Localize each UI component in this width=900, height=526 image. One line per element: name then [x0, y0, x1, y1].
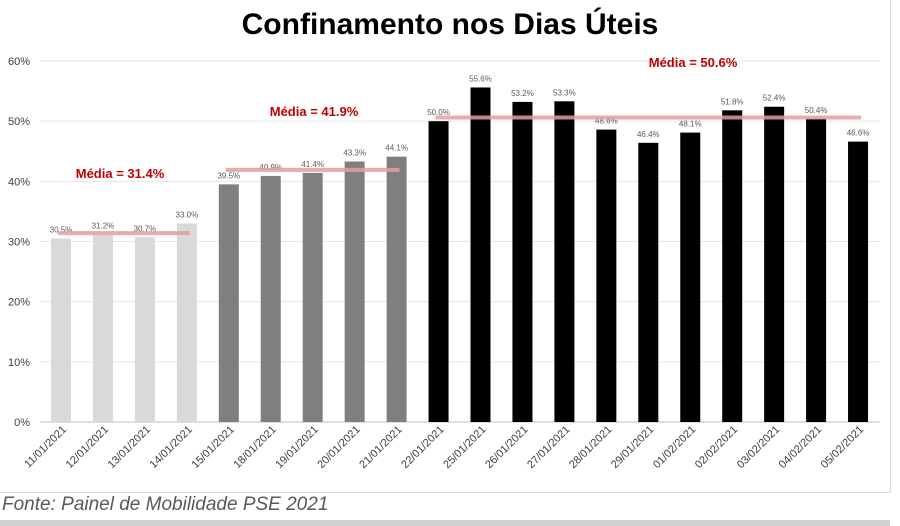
- data-label: 44.1%: [385, 144, 408, 153]
- y-tick-label: 10%: [8, 357, 30, 369]
- data-label: 48.6%: [595, 117, 618, 126]
- y-tick-label: 40%: [8, 176, 30, 188]
- chart-frame: [0, 0, 891, 493]
- bar: [302, 172, 323, 422]
- data-label: 55.6%: [469, 74, 492, 83]
- mean-label: Média = 31.4%: [76, 166, 165, 181]
- x-tick-label: 19/01/2021: [273, 424, 320, 471]
- source-caption: Fonte: Painel de Mobilidade PSE 2021: [2, 494, 329, 515]
- bar: [386, 156, 407, 423]
- data-label: 51.8%: [721, 97, 744, 106]
- bar: [92, 234, 113, 422]
- chart-title: Confinamento nos Dias Úteis: [241, 8, 659, 41]
- bar: [848, 141, 869, 422]
- x-tick-label: 04/02/2021: [777, 424, 824, 471]
- bar: [554, 101, 575, 422]
- x-tick-label: 25/01/2021: [441, 424, 488, 471]
- bar: [680, 132, 701, 422]
- data-label: 46.4%: [637, 130, 660, 139]
- bar: [51, 238, 71, 422]
- bar: [176, 223, 197, 422]
- x-tick-label: 15/01/2021: [190, 424, 237, 471]
- data-label: 53.2%: [511, 89, 534, 98]
- data-label: 48.1%: [679, 120, 702, 129]
- x-tick-label: 21/01/2021: [357, 424, 404, 471]
- x-tick-label: 20/01/2021: [315, 424, 362, 471]
- x-tick-label: 12/01/2021: [64, 424, 111, 471]
- data-label: 53.3%: [553, 88, 576, 97]
- x-tick-label: 26/01/2021: [483, 424, 530, 471]
- x-tick-label: 03/02/2021: [735, 424, 782, 471]
- y-tick-label: 0%: [14, 417, 30, 429]
- data-label: 46.6%: [847, 129, 870, 138]
- bar: [512, 101, 533, 422]
- data-label: 50.4%: [805, 106, 828, 115]
- x-tick-label: 18/01/2021: [231, 424, 278, 471]
- y-tick-label: 20%: [8, 297, 30, 309]
- data-label: 41.4%: [301, 160, 324, 169]
- bar: [470, 87, 491, 423]
- y-tick-label: 30%: [8, 237, 30, 249]
- bar: [260, 175, 281, 422]
- bottom-strip: [0, 520, 890, 526]
- bar: [806, 118, 827, 422]
- bar: [596, 129, 617, 422]
- data-label: 52.4%: [763, 94, 786, 103]
- x-tick-label: 02/02/2021: [693, 424, 740, 471]
- x-tick-label: 29/01/2021: [609, 424, 656, 471]
- bar: [344, 161, 365, 422]
- data-label: 31.2%: [92, 221, 115, 230]
- bar: [722, 110, 743, 422]
- x-tick-label: 14/01/2021: [148, 424, 195, 471]
- bar: [218, 184, 239, 422]
- bar: [134, 237, 155, 422]
- y-tick-label: 50%: [8, 116, 30, 128]
- data-label: 33.0%: [176, 210, 199, 219]
- mean-label: Média = 41.9%: [270, 104, 359, 119]
- x-tick-label: 13/01/2021: [106, 424, 153, 471]
- data-label: 43.3%: [343, 148, 366, 157]
- mean-label: Média = 50.6%: [649, 55, 738, 70]
- data-label: 30.7%: [134, 224, 157, 233]
- data-label: 50.0%: [427, 108, 450, 117]
- x-tick-label: 27/01/2021: [525, 424, 572, 471]
- x-tick-label: 01/02/2021: [651, 424, 698, 471]
- x-tick-label: 22/01/2021: [399, 424, 446, 471]
- data-label: 40.9%: [259, 163, 282, 172]
- data-label: 39.5%: [217, 171, 240, 180]
- bar: [638, 142, 659, 422]
- bar: [764, 106, 785, 422]
- y-tick-label: 60%: [8, 56, 30, 68]
- x-tick-label: 11/01/2021: [22, 424, 69, 471]
- x-tick-label: 05/02/2021: [819, 424, 866, 471]
- bar: [428, 121, 449, 423]
- data-label: 30.5%: [50, 225, 73, 234]
- x-tick-label: 28/01/2021: [567, 424, 614, 471]
